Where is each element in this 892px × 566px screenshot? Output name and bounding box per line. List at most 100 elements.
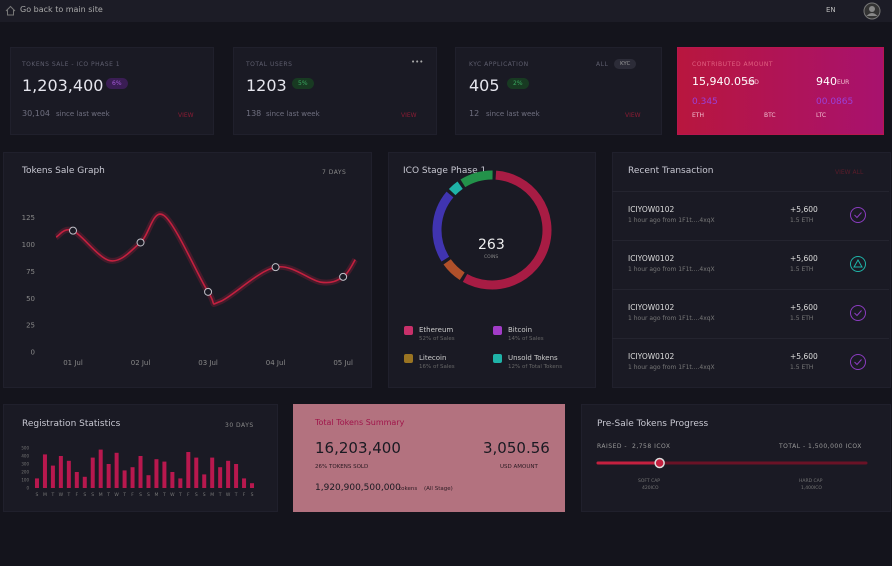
tx-coin: 1.5 ETH [790,217,814,224]
stat-change: 5% [292,78,314,89]
x-tick-label: S [91,492,94,498]
usd-value: 15,940.056 [692,75,755,88]
bar [194,457,199,488]
view-link[interactable]: VIEW [178,112,194,119]
stat-sub-value: 138 [246,109,262,118]
bar [114,452,119,488]
language[interactable]: EN [826,6,836,14]
summary-all-note: (All Stage) [424,486,453,492]
range-select[interactable]: 7 DAYS [322,169,347,176]
bar [106,464,111,488]
stat-value: 1203 [246,76,287,95]
contributed-card [677,47,884,135]
line-chart: 0 25 50 75 100 125 01 Jul 02 Jul 03 Jul 04 Jul 05 … [22,211,358,367]
x-tick-label: S [147,492,150,498]
x-tick-label: F [187,492,190,498]
legend-note: 12% of Total Tokens [508,364,563,370]
donut-segment [462,170,552,290]
presale-title: Pre-Sale Tokens Progress [597,419,709,429]
x-tick-label: T [106,492,110,498]
bar [202,474,207,488]
x-tick-label: T [234,492,238,498]
tab[interactable]: ALL [596,61,609,68]
x-tick-label: F [76,492,79,498]
bar [170,472,175,488]
total: 1,500,000 ICOX [808,443,862,450]
bar [82,476,87,488]
stat-label: TOTAL USERS [246,61,293,68]
back-link[interactable]: Go back to main site [20,5,103,14]
bar [242,478,247,488]
summary-card [293,404,565,512]
coin-value: 0.345 [692,97,718,107]
graph-title: Tokens Sale Graph [22,166,105,176]
menu[interactable]: ••• [411,58,424,66]
tab[interactable]: KYC [614,59,637,69]
x-tick-label: 01 Jul [63,359,83,367]
range-select[interactable]: 30 DAYS [225,422,254,429]
view-all-link[interactable]: VIEW ALL [835,169,864,176]
x-tick-label: T [178,492,182,498]
stat-card [10,47,214,135]
bar [154,459,159,488]
y-tick-label: 125 [22,214,35,222]
bar [98,449,103,488]
summary-tokens-label: 26% TOKENS SOLD [315,464,369,470]
topbar [0,0,892,22]
stat-label: KYC APPLICATION [469,61,529,68]
status-icon [850,305,866,321]
stat-value: 1,203,400 [22,76,104,95]
ico-title[interactable]: ICO Stage Phase 1 [403,166,487,176]
x-tick-label: S [203,492,206,498]
bar [42,454,47,488]
x-tick-label: T [218,492,222,498]
legend-note: 52% of Sales [419,336,455,342]
hard-cap: 1,400ICO [801,486,822,491]
legend-swatch [493,354,502,363]
view-link[interactable]: VIEW [625,112,641,119]
x-tick-label: M [155,492,159,498]
x-tick-label: S [36,492,39,498]
bar [66,460,71,488]
bar [130,467,135,488]
point [136,238,145,247]
donut-segment [448,181,463,196]
avatar[interactable] [863,2,881,20]
stat-change: 2% [507,78,529,89]
bar [234,464,239,488]
transactions-title: Recent Transaction [628,166,714,176]
bar [34,478,39,488]
x-tick-label: W [226,492,231,498]
bar [138,456,143,488]
x-tick-label: 05 Jul [333,359,353,367]
eur-value: 940 [816,75,837,88]
x-tick-label: T [51,492,55,498]
x-tick-label: S [83,492,86,498]
tx-amount: +5,600 [790,303,818,312]
x-tick-label: M [99,492,103,498]
donut-segment [460,170,493,188]
bar [146,475,151,488]
view-link[interactable]: VIEW [401,112,417,119]
y-tick-label: 100 [22,241,35,249]
x-tick-label: W [59,492,64,498]
usd-unit: USD [746,79,759,86]
ico-card [388,152,596,388]
y-tick-label: 0 [31,349,35,357]
x-tick-label: 02 Jul [131,359,151,367]
soft-cap-label: SOFT CAP [638,479,661,484]
eur-unit: EUR [837,79,850,86]
x-tick-label: F [131,492,134,498]
point [339,272,348,281]
x-tick-label: T [66,492,70,498]
summary-all-unit: tokens [399,486,418,492]
x-tick-label: 04 Jul [266,359,286,367]
soft-cap: 420ICO [642,486,659,491]
ico-total: 263 [478,237,505,253]
x-tick-label: M [43,492,47,498]
x-tick-label: S [251,492,254,498]
stat-sub-value: 30,104 [22,109,50,118]
y-tick-label: 500 [21,446,29,451]
